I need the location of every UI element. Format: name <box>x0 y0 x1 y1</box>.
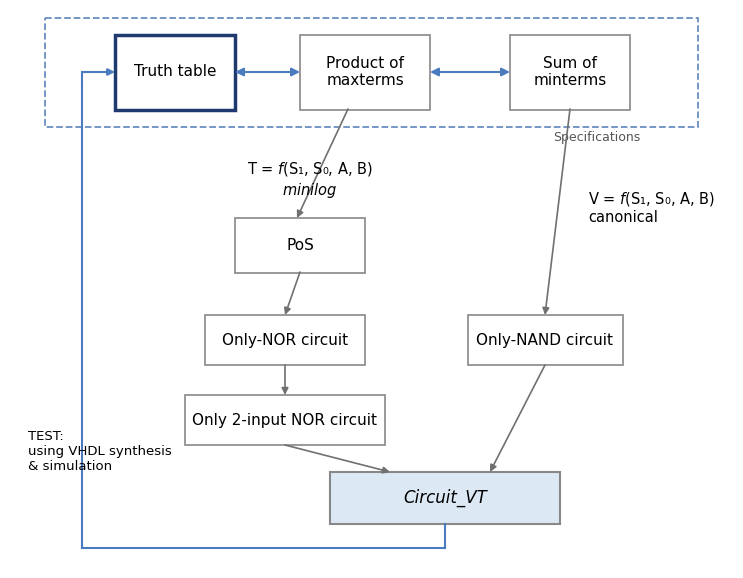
Text: Only-NOR circuit: Only-NOR circuit <box>222 332 348 347</box>
Text: Specifications: Specifications <box>553 131 640 144</box>
Text: Only 2-input NOR circuit: Only 2-input NOR circuit <box>192 413 377 428</box>
Text: Product of
maxterms: Product of maxterms <box>326 56 404 88</box>
FancyBboxPatch shape <box>205 315 365 365</box>
Text: PoS: PoS <box>286 238 314 253</box>
FancyBboxPatch shape <box>467 315 623 365</box>
FancyBboxPatch shape <box>235 217 365 272</box>
Text: Circuit_VT: Circuit_VT <box>403 489 487 507</box>
Text: TEST:
using VHDL synthesis
& simulation: TEST: using VHDL synthesis & simulation <box>28 430 172 473</box>
FancyBboxPatch shape <box>300 35 430 109</box>
FancyBboxPatch shape <box>115 35 235 109</box>
FancyBboxPatch shape <box>330 472 560 524</box>
Text: Only-NAND circuit: Only-NAND circuit <box>476 332 614 347</box>
Text: T = $f$(S₁, S₀, A, B)
$\mathit{minilog}$: T = $f$(S₁, S₀, A, B) $\mathit{minilog}$ <box>247 160 373 200</box>
Text: V = $f$(S₁, S₀, A, B)
canonical: V = $f$(S₁, S₀, A, B) canonical <box>588 190 715 225</box>
FancyBboxPatch shape <box>185 395 385 445</box>
Text: Sum of
minterms: Sum of minterms <box>533 56 606 88</box>
FancyBboxPatch shape <box>510 35 630 109</box>
Text: Truth table: Truth table <box>134 65 216 80</box>
